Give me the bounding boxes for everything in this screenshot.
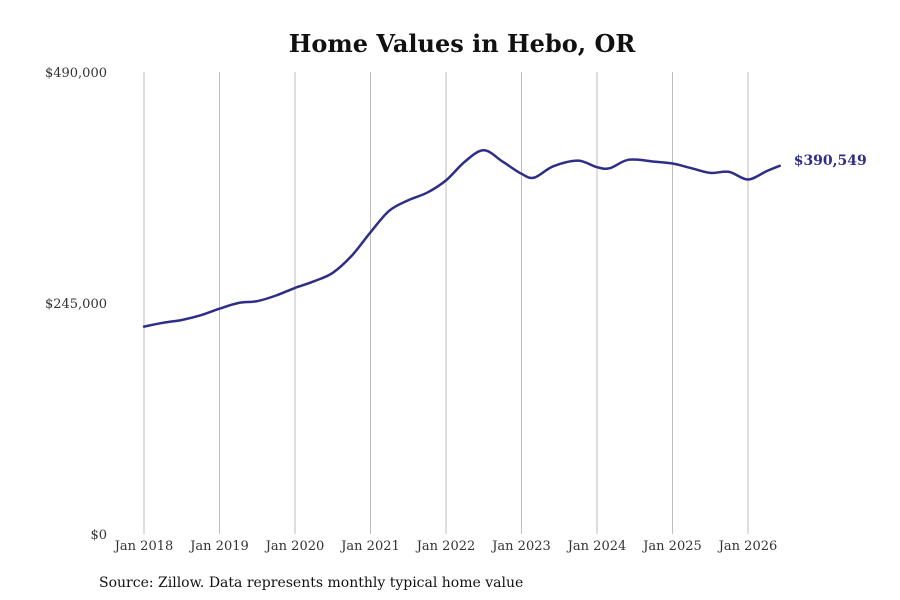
- x-tick-label: Jan 2023: [490, 539, 551, 554]
- chart-title: Home Values in Hebo, OR: [289, 29, 637, 58]
- source-note: Source: Zillow. Data represents monthly …: [99, 575, 523, 591]
- y-tick-label: $0: [90, 528, 107, 543]
- grid-lines: [143, 72, 749, 534]
- series-line: [142, 149, 781, 328]
- x-tick-label: Jan 2019: [188, 539, 249, 554]
- y-tick-label: $245,000: [45, 297, 107, 312]
- x-tick-label: Jan 2024: [566, 539, 627, 554]
- x-tick-label: Jan 2021: [339, 539, 400, 554]
- x-axis-ticks: Jan 2018 Jan 2019 Jan 2020 Jan 2021 Jan 2022…: [113, 539, 778, 554]
- end-value-label: $390,549: [794, 153, 867, 169]
- x-tick-label: Jan 2022: [415, 539, 476, 554]
- x-tick-label: Jan 2025: [641, 539, 702, 554]
- y-axis-ticks: $0 $245,000 $490,000: [45, 66, 107, 543]
- y-tick-label: $490,000: [45, 66, 107, 81]
- x-tick-label: Jan 2026: [717, 539, 778, 554]
- x-tick-label: Jan 2020: [264, 539, 325, 554]
- x-tick-label: Jan 2018: [113, 539, 174, 554]
